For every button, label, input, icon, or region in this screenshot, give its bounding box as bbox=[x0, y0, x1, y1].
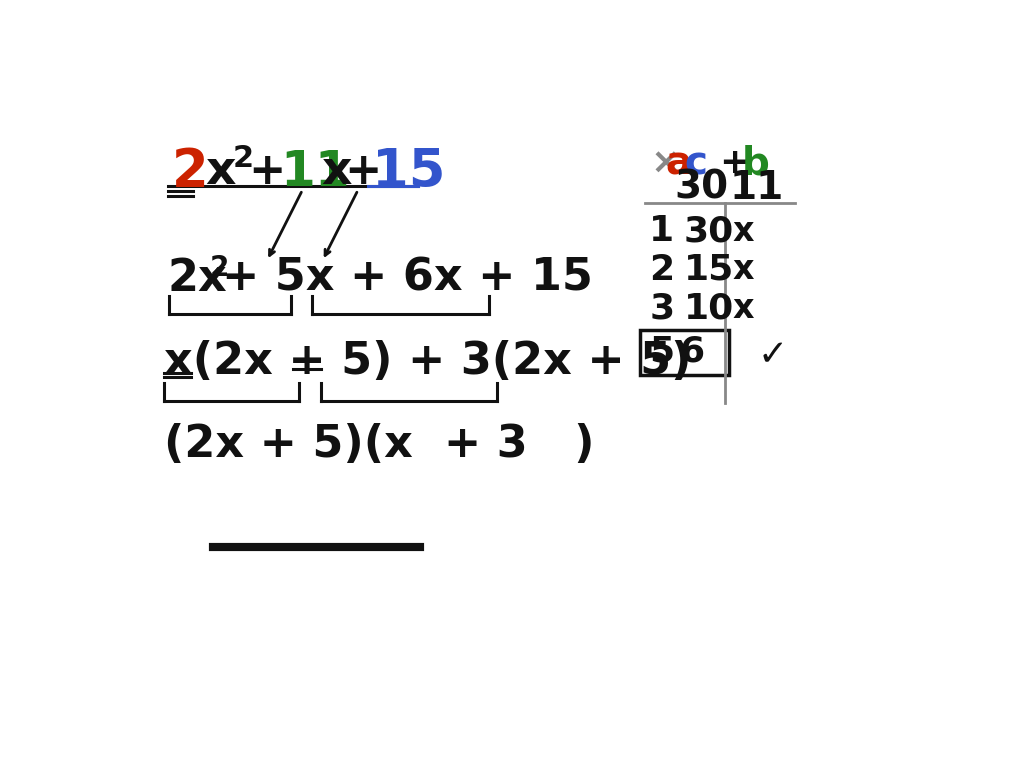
Text: x: x bbox=[206, 150, 237, 194]
Text: x: x bbox=[733, 214, 755, 247]
Text: 5: 5 bbox=[649, 334, 675, 368]
Text: (2x + 5)(x  + 3   ): (2x + 5)(x + 3 ) bbox=[164, 422, 594, 465]
Text: x: x bbox=[733, 253, 755, 286]
Text: x: x bbox=[321, 150, 351, 194]
Text: 30: 30 bbox=[684, 214, 734, 248]
Text: ×: × bbox=[650, 146, 680, 180]
Text: 2: 2 bbox=[172, 146, 209, 198]
Text: x: x bbox=[733, 292, 755, 325]
Text: 15: 15 bbox=[684, 253, 734, 286]
Text: 6: 6 bbox=[680, 334, 705, 368]
Text: 2: 2 bbox=[210, 253, 229, 282]
Text: 15: 15 bbox=[373, 146, 445, 198]
Text: +: + bbox=[344, 151, 381, 194]
Text: 3: 3 bbox=[649, 291, 675, 325]
Text: 10: 10 bbox=[684, 291, 734, 325]
Text: b: b bbox=[741, 144, 769, 182]
Text: 30: 30 bbox=[674, 169, 728, 207]
Text: + 5x + 6x + 15: + 5x + 6x + 15 bbox=[221, 257, 593, 300]
Text: 2: 2 bbox=[649, 253, 675, 286]
Text: 11: 11 bbox=[729, 169, 783, 207]
Text: 2x: 2x bbox=[168, 257, 227, 300]
Text: x(2x + 5) + 3(2x + 5): x(2x + 5) + 3(2x + 5) bbox=[164, 339, 691, 382]
Text: c: c bbox=[684, 144, 708, 182]
Text: +: + bbox=[249, 151, 286, 194]
Text: 11: 11 bbox=[281, 148, 350, 196]
Text: a: a bbox=[666, 144, 691, 182]
Text: 2: 2 bbox=[232, 144, 254, 174]
Text: 1: 1 bbox=[649, 214, 675, 248]
Text: ✓: ✓ bbox=[758, 339, 787, 372]
Text: +: + bbox=[719, 146, 750, 180]
